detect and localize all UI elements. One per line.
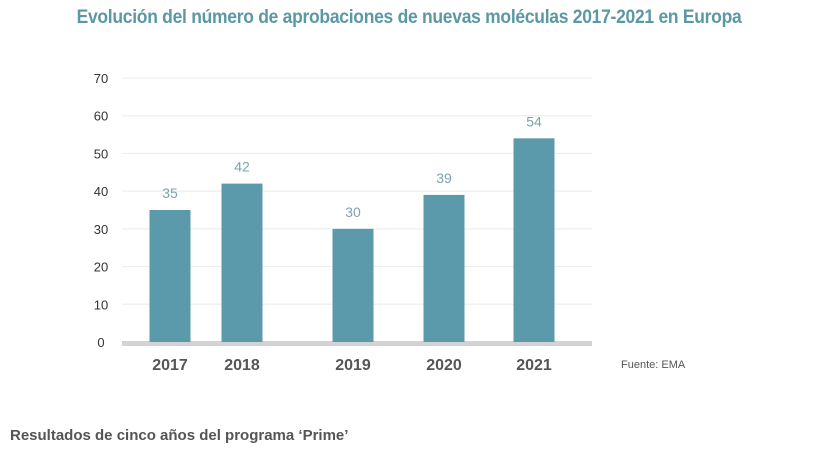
data-label-2020: 39 (436, 170, 452, 186)
data-label-2018: 42 (234, 159, 250, 175)
data-labels: 35 42 30 39 54 (162, 113, 542, 220)
y-tick-label: 30 (94, 222, 108, 237)
y-tick-label: 70 (94, 71, 108, 86)
y-tick-label: 0 (97, 335, 104, 350)
x-tick-label: 2019 (335, 357, 371, 374)
bar-2018 (221, 183, 263, 342)
source-note: Fuente: EMA (621, 359, 686, 371)
y-tick-label: 50 (94, 146, 108, 161)
bars (149, 138, 555, 342)
x-tick-label: 2018 (224, 357, 260, 374)
y-tick-label: 60 (94, 109, 108, 124)
section-subheading: Resultados de cinco años del programa ‘P… (10, 427, 349, 444)
data-label-2019: 30 (345, 204, 361, 220)
y-tick-label: 20 (94, 260, 108, 275)
bar-2017 (149, 210, 191, 342)
y-tick-label: 10 (94, 297, 108, 312)
bar-2020 (423, 194, 465, 342)
bar-2021 (513, 138, 555, 342)
y-axis-ticks: 0 10 20 30 40 50 60 70 (94, 71, 108, 350)
x-tick-label: 2017 (152, 357, 188, 374)
data-label-2021: 54 (526, 113, 542, 129)
x-axis-baseline (122, 341, 592, 346)
bar-2019 (332, 228, 374, 342)
chart-title: Evolución del número de aprobaciones de … (76, 7, 742, 28)
y-tick-label: 40 (94, 184, 108, 199)
x-axis-ticks: 2017 2018 2019 2020 2021 (152, 357, 552, 374)
x-tick-label: 2021 (516, 357, 552, 374)
x-tick-label: 2020 (426, 357, 462, 374)
data-label-2017: 35 (162, 185, 178, 201)
